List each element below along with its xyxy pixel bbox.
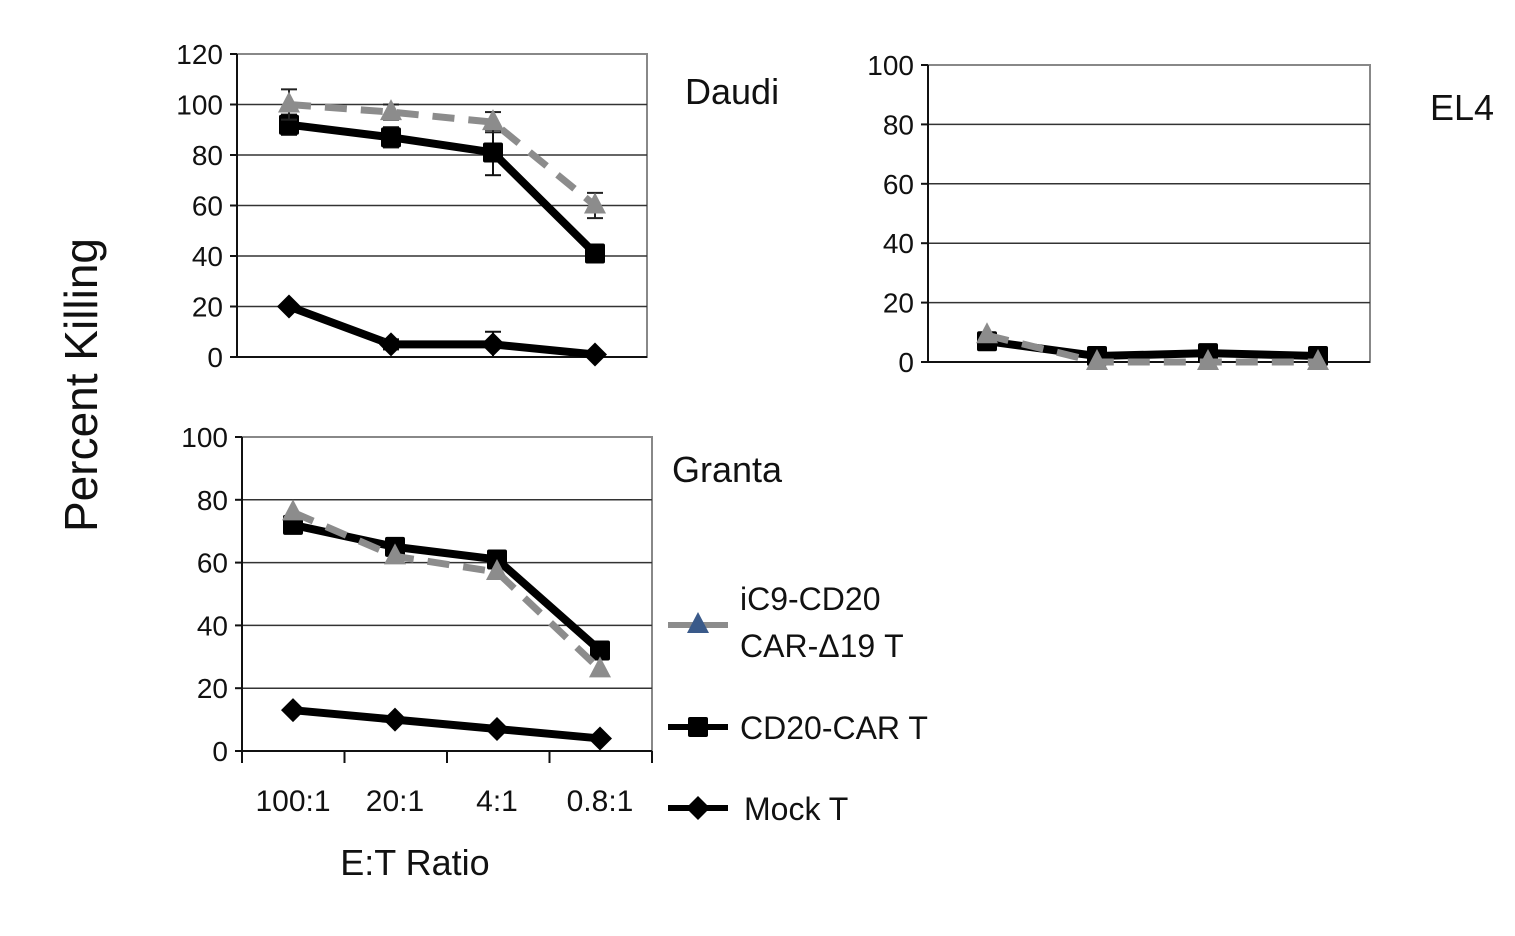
data-point	[583, 342, 607, 367]
panel-el4: 0 20 40 60 80 100 EL4	[867, 50, 1494, 378]
legend-marker	[688, 717, 708, 737]
y-tick-label: 80	[197, 485, 228, 516]
data-point	[590, 640, 610, 661]
legend-marker	[687, 612, 709, 633]
y-tick-label: 20	[192, 292, 223, 323]
data-point	[1197, 349, 1219, 370]
data-point	[278, 91, 300, 113]
data-point	[584, 192, 606, 214]
y-tick-label: 60	[192, 191, 223, 222]
data-point	[585, 243, 605, 264]
data-point	[277, 294, 301, 319]
data-point	[282, 499, 304, 521]
data-point	[381, 127, 401, 148]
plot-area	[927, 64, 1371, 363]
series-line	[288, 120, 598, 257]
y-tick-label: 120	[176, 39, 223, 70]
y-tick-label: 40	[192, 241, 223, 272]
legend-label: CAR-Δ19 T	[740, 628, 904, 664]
series-cd20-car-t	[279, 113, 605, 264]
data-point	[481, 332, 505, 357]
data-point	[380, 99, 402, 121]
data-point	[384, 543, 406, 565]
y-tick-label: 100	[181, 422, 228, 453]
legend-item: iC9-CD20 CAR-Δ19 T	[668, 581, 904, 664]
legend-item: Mock T	[668, 791, 848, 827]
y-tick-label: 80	[883, 109, 914, 140]
data-point	[976, 322, 998, 344]
panel-title: Granta	[672, 449, 783, 490]
x-tick-label: 100:1	[255, 785, 330, 818]
data-point	[383, 707, 407, 732]
x-tick-label: 0.8:1	[567, 785, 634, 818]
series-ic9-cd20-car-19-t	[976, 322, 1329, 370]
series-line	[287, 302, 596, 359]
data-point	[486, 559, 508, 581]
data-point	[485, 717, 509, 742]
plot-area	[241, 436, 653, 752]
y-tick-label: 80	[192, 140, 223, 171]
series-line	[986, 331, 1318, 366]
data-point	[589, 656, 611, 678]
y-tick-label: 100	[867, 50, 914, 81]
legend: iC9-CD20 CAR-Δ19 T CD20-CAR T Mock T	[668, 581, 928, 827]
data-point	[379, 332, 403, 357]
y-tick-label: 40	[883, 228, 914, 259]
legend-marker	[686, 796, 710, 820]
series-ic9-cd20-car-19-t	[278, 88, 606, 220]
series-ic9-cd20-car-19-t	[282, 499, 611, 678]
legend-label: CD20-CAR T	[740, 710, 928, 746]
x-axis-label: E:T Ratio	[340, 842, 489, 883]
legend-item: CD20-CAR T	[668, 710, 928, 746]
data-point	[1086, 349, 1108, 370]
data-point	[483, 142, 503, 163]
series-mock-t	[277, 294, 607, 367]
series-mock-t	[281, 698, 612, 751]
panel-title: Daudi	[685, 71, 779, 112]
data-point	[588, 726, 612, 751]
y-tick-label: 60	[883, 169, 914, 200]
panel-granta: 0 20 40 60 80 100 100:1 20:1 4:1 0.8:1 Granta	[181, 422, 783, 818]
panel-daudi: 0 20 40 60 80 100 120 Daudi	[176, 39, 779, 373]
data-point	[281, 698, 305, 723]
y-tick-label: 60	[197, 548, 228, 579]
x-tick-label: 20:1	[366, 785, 424, 818]
legend-label: iC9-CD20	[740, 581, 880, 617]
y-tick-label: 40	[197, 610, 228, 641]
y-tick-label: 0	[898, 347, 914, 378]
y-tick-label: 20	[197, 673, 228, 704]
y-tick-label: 20	[883, 288, 914, 319]
series-line	[288, 101, 598, 209]
y-tick-label: 0	[212, 736, 228, 767]
legend-label: Mock T	[744, 791, 848, 827]
y-tick-label: 100	[176, 90, 223, 121]
y-axis-label: Percent Killing	[55, 238, 107, 532]
x-tick-label: 4:1	[476, 785, 518, 818]
series-line	[291, 509, 603, 672]
data-point	[482, 109, 504, 131]
y-tick-label: 0	[207, 342, 223, 373]
panel-title: EL4	[1430, 87, 1494, 128]
data-point	[1307, 349, 1329, 370]
series-line	[292, 706, 601, 743]
